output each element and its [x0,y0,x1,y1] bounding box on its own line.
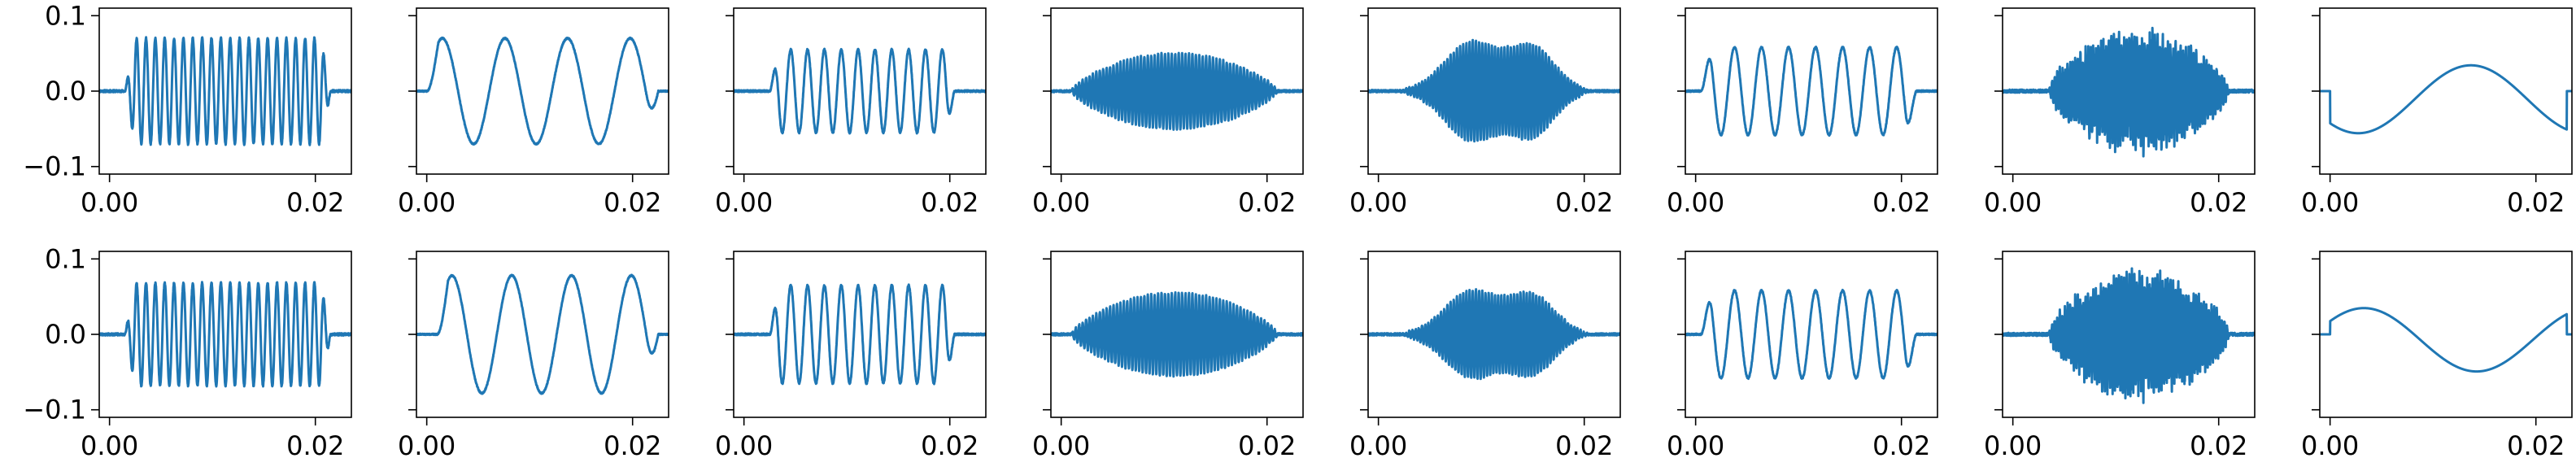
panel-r1-c0: 0.00 0.02 −0.1 0.0 0.1 [23,243,352,458]
waveform-line-r0-c4 [1368,38,1620,143]
x-tick-label-r1-c3-0: 0.00 [1032,430,1090,458]
waveform-line-r0-c7 [2320,63,2572,135]
axes-frame-r0-c5 [1685,7,1938,175]
panel-r1-c7: 0.00 0.02 [2301,251,2573,458]
panel-r1-c5: 0.00 0.02 [1667,251,1938,458]
x-tick-label-r0-c2-0: 0.00 [715,187,773,218]
waveform-line-r1-c6 [2003,267,2255,404]
panel-r0-c0: 0.00 0.02 −0.1 0.0 0.1 [23,0,352,218]
panel-r0-c1: 0.00 0.02 [398,7,669,218]
panel-r0-c4: 0.00 0.02 [1349,7,1621,218]
axes-frame-r0-c7 [2319,7,2573,175]
waveform-line-r0-c0 [99,36,351,146]
panel-r0-c5: 0.00 0.02 [1667,7,1938,218]
waveform-line-r1-c0 [99,281,351,388]
x-tick-label-r0-c2-1: 0.02 [921,187,979,218]
waveform-line-r0-c2 [734,47,986,135]
x-tick-label-r0-c6-1: 0.02 [2190,187,2247,218]
panel-r1-c2: 0.00 0.02 [715,251,987,458]
x-tick-label-r1-c2-0: 0.00 [715,430,773,458]
panel-r1-c6: 0.00 0.02 [1984,251,2256,458]
waveform-line-r0-c1 [416,36,669,146]
waveform-line-r1-c5 [1685,288,1937,381]
waveform-line-r0-c3 [1051,51,1303,131]
x-tick-label-r0-c0-1: 0.02 [286,187,344,218]
waveform-line-r1-c2 [734,283,986,386]
y-tick-label-r0-c0-2: 0.1 [45,0,86,31]
y-tick-label-r0-c0-1: 0.0 [45,76,86,107]
x-tick-label-r1-c1-0: 0.00 [398,430,455,458]
x-tick-label-r0-c5-1: 0.02 [1872,187,1930,218]
x-tick-label-r1-c3-1: 0.02 [1238,430,1296,458]
panel-r0-c3: 0.00 0.02 [1032,7,1304,218]
axes-frame-r1-c5 [1685,251,1938,418]
x-tick-label-r0-c4-0: 0.00 [1349,187,1407,218]
panel-r1-c3: 0.00 0.02 [1032,251,1304,458]
x-tick-label-r0-c1-1: 0.02 [604,187,661,218]
y-tick-label-r0-c0-0: −0.1 [23,151,86,182]
panel-r1-c1: 0.00 0.02 [398,251,669,458]
x-tick-label-r1-c7-0: 0.00 [2301,430,2359,458]
axes-frame-r1-c7 [2319,251,2573,418]
y-tick-label-r1-c0-1: 0.0 [45,319,86,350]
x-tick-label-r0-c7-1: 0.02 [2507,187,2565,218]
y-tick-label-r1-c0-2: 0.1 [45,243,86,274]
x-tick-label-r1-c5-1: 0.02 [1872,430,1930,458]
waveform-line-r1-c1 [416,273,669,395]
x-tick-label-r0-c3-0: 0.00 [1032,187,1090,218]
y-tick-label-r1-c0-0: −0.1 [23,395,86,425]
x-tick-label-r1-c4-0: 0.00 [1349,430,1407,458]
waveform-line-r0-c6 [2003,26,2255,158]
waveform-line-r1-c4 [1368,288,1620,381]
waveform-line-r0-c5 [1685,46,1937,137]
x-tick-label-r1-c7-1: 0.02 [2507,430,2565,458]
x-tick-label-r1-c6-1: 0.02 [2190,430,2247,458]
panel-r0-c2: 0.00 0.02 [715,7,987,218]
x-tick-label-r1-c5-0: 0.00 [1667,430,1724,458]
axes-frame-r0-c1 [416,7,669,175]
x-tick-label-r1-c4-1: 0.02 [1555,430,1613,458]
x-tick-label-r0-c6-0: 0.00 [1984,187,2042,218]
panel-r1-c4: 0.00 0.02 [1349,251,1621,458]
x-tick-label-r1-c6-0: 0.00 [1984,430,2042,458]
x-tick-label-r1-c0-0: 0.00 [81,430,138,458]
x-tick-label-r0-c5-0: 0.00 [1667,187,1724,218]
axes-frame-r1-c0 [98,251,352,418]
x-tick-label-r1-c2-1: 0.02 [921,430,979,458]
waveform-line-r1-c7 [2320,307,2572,373]
x-tick-label-r0-c0-0: 0.00 [81,187,138,218]
panel-r0-c6: 0.00 0.02 [1984,7,2256,218]
axes-frame-r0-c0 [98,7,352,175]
x-tick-label-r1-c0-1: 0.02 [286,430,344,458]
panel-r0-c7: 0.00 0.02 [2301,7,2573,218]
x-tick-label-r0-c1-0: 0.00 [398,187,455,218]
waveform-line-r1-c3 [1051,291,1303,378]
x-tick-label-r1-c1-1: 0.02 [604,430,661,458]
x-tick-label-r0-c4-1: 0.02 [1555,187,1613,218]
x-tick-label-r0-c7-0: 0.00 [2301,187,2359,218]
x-tick-label-r0-c3-1: 0.02 [1238,187,1296,218]
